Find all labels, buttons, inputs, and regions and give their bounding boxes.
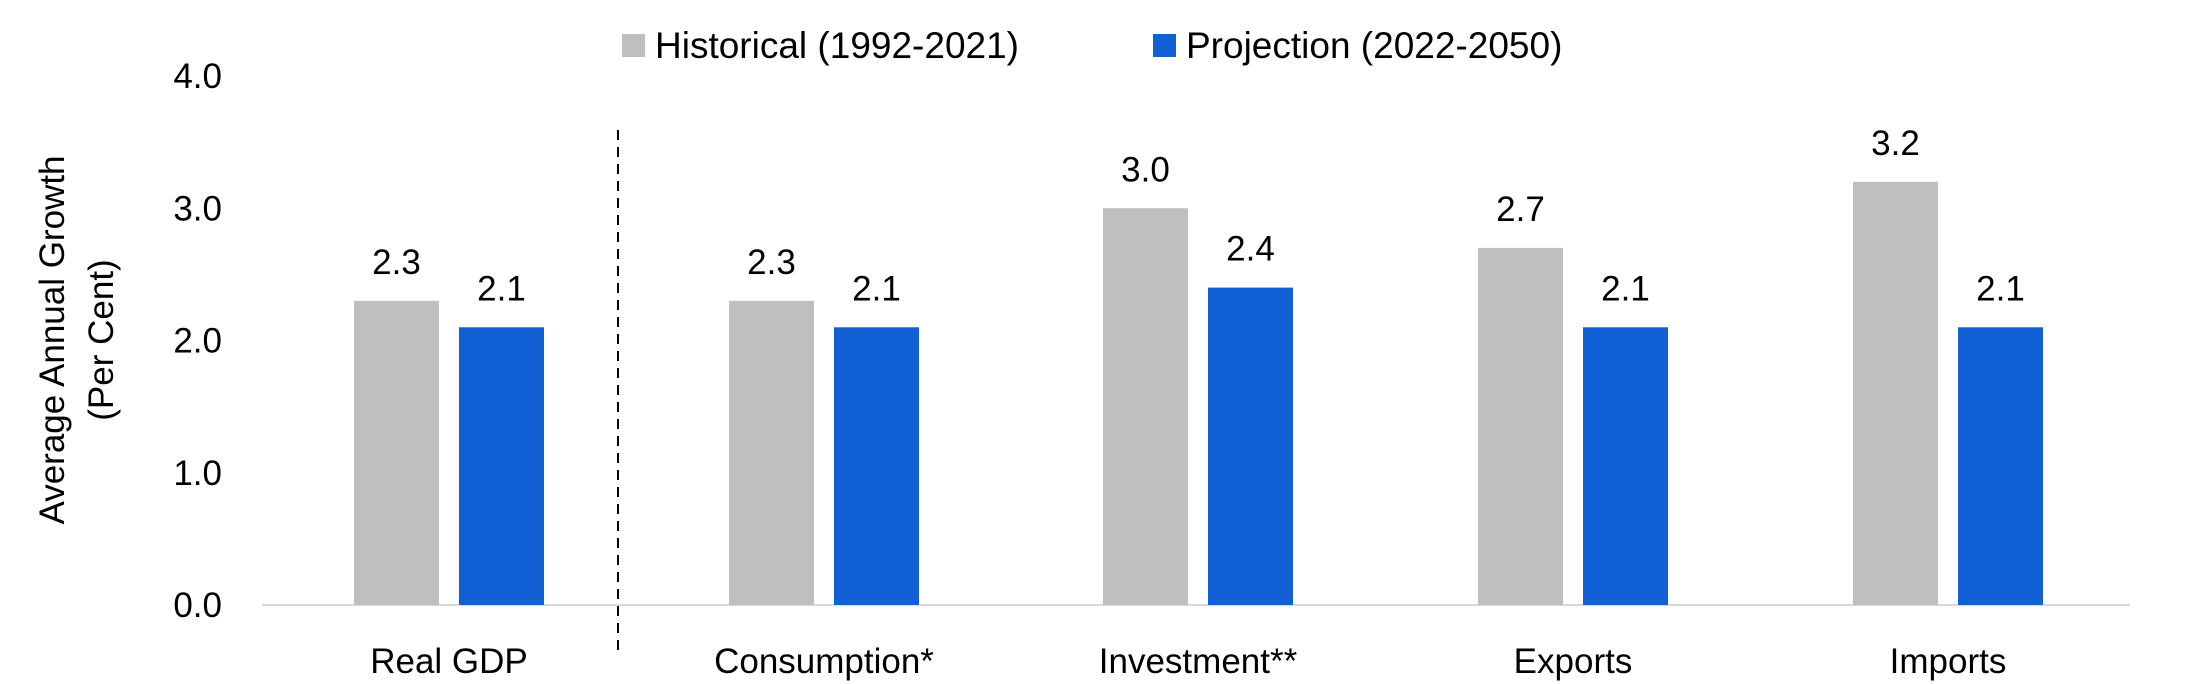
bars (354, 181, 2043, 606)
data-label: 2.1 (477, 269, 526, 308)
data-label: 2.1 (1601, 269, 1650, 308)
y-tick-label: 3.0 (173, 189, 222, 228)
legend-label: Projection (2022-2050) (1186, 25, 1562, 66)
category-label: Consumption* (714, 642, 934, 681)
category-label: Exports (1514, 642, 1633, 681)
y-tick-label: 4.0 (173, 57, 222, 96)
data-label: 2.7 (1496, 190, 1545, 229)
legend: Historical (1992-2021) Projection (2022-2… (622, 25, 1562, 66)
bar-projection-2 (1208, 287, 1293, 605)
data-labels: 2.3 2.3 3.0 2.7 3.2 2.1 2.1 2.4 2.1 2.1 (372, 124, 2025, 308)
data-label: 2.3 (747, 243, 796, 282)
bar-projection-3 (1583, 327, 1668, 605)
y-tick-label: 2.0 (173, 322, 222, 361)
bar-historical-2 (1103, 208, 1188, 605)
bar-projection-1 (834, 327, 919, 605)
bar-historical-1 (729, 300, 814, 605)
bar-historical-0 (354, 300, 439, 605)
bar-historical-4 (1853, 181, 1938, 606)
legend-label: Historical (1992-2021) (655, 25, 1019, 66)
y-tick-label: 0.0 (173, 586, 222, 625)
legend-swatch (1153, 34, 1176, 57)
y-axis-title-line: (Per Cent) (82, 259, 121, 420)
data-label: 2.1 (1976, 269, 2025, 308)
data-label: 3.2 (1871, 124, 1920, 163)
data-label: 2.1 (852, 269, 901, 308)
category-label: Imports (1890, 642, 2007, 681)
y-tick-label: 1.0 (173, 454, 222, 493)
category-label: Investment** (1099, 642, 1298, 681)
category-label: Real GDP (370, 642, 528, 681)
bar-projection-0 (459, 327, 544, 605)
bar-projection-4 (1958, 327, 2043, 605)
bar-historical-3 (1478, 247, 1563, 606)
category-labels: Real GDP Consumption* Investment** Exports I… (370, 642, 2006, 681)
y-axis-ticks: 0.0 1.0 2.0 3.0 4.0 (173, 57, 222, 625)
data-label: 2.3 (372, 243, 421, 282)
data-label: 3.0 (1121, 150, 1170, 189)
y-axis-title: Average Annual Growth (Per Cent) (33, 155, 121, 524)
legend-swatch (622, 34, 645, 57)
y-axis-title-line: Average Annual Growth (33, 155, 72, 524)
data-label: 2.4 (1226, 230, 1275, 269)
